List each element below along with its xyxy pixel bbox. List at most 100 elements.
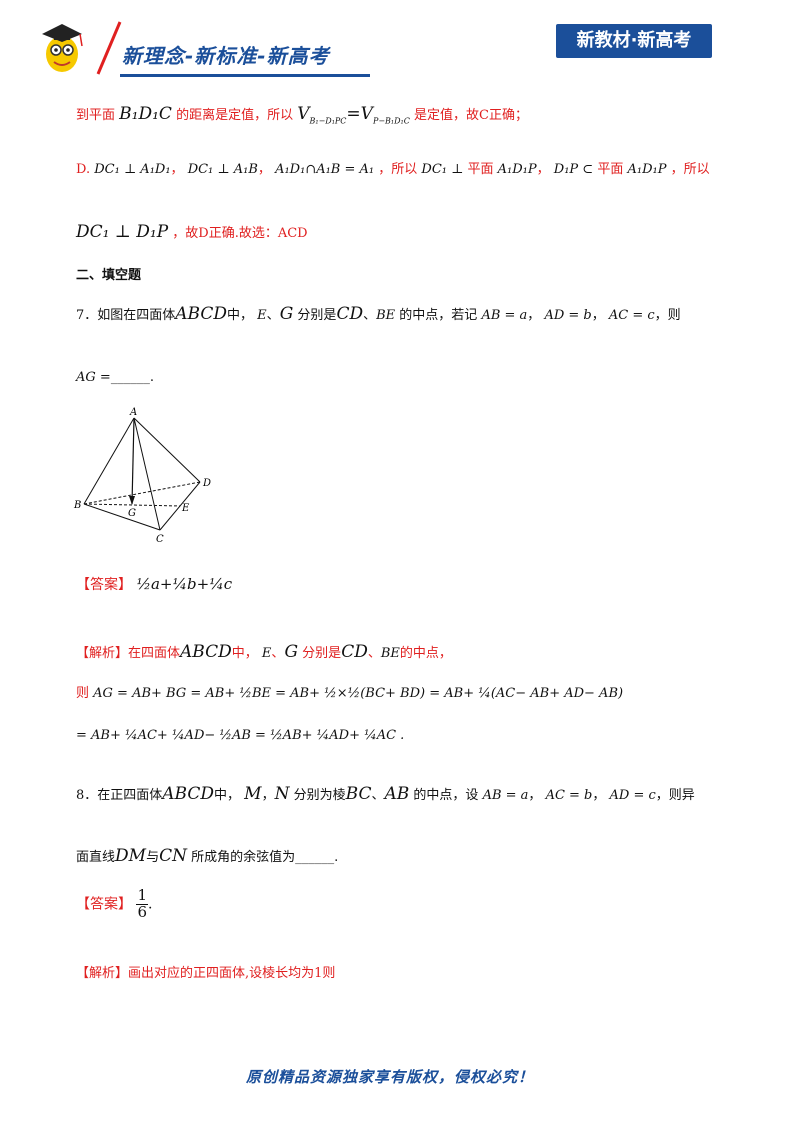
math-dm: DM [115,846,147,866]
math-abcd: ABCD [162,784,215,804]
question-8: 8．在正四面体ABCD中， M，N 分别为棱BC、AB 的中点，设 AB = a… [76,784,695,804]
math-expr: DC₁ ⊥ A₁B [187,162,258,177]
header-left: 新理念-新标准-新高考 [34,18,370,77]
derivation-line: AG = AB+ BG = AB+ ½BE = AB+ ½×½(BC+ BD) … [93,686,624,701]
text-fragment: 中， [227,308,254,323]
text-fragment: 的中点， [399,646,452,661]
text-fragment: ，所以 [670,162,710,177]
header-underline [120,74,370,77]
math-expr: D₁P ⊂ [553,162,594,177]
math-ab: AB [384,784,410,804]
vector-ac: AC = b [545,788,593,803]
analysis-tag: 【解析】 [76,646,129,661]
answer-7: 【答案】 ½a+¼b+¼c [76,574,232,594]
text-fragment: 、 [266,308,280,323]
math-be: BE [380,646,400,661]
math-bc: BC [345,784,372,804]
label-c: C [156,534,164,544]
text-fragment: 分别是 [297,308,337,323]
text-fragment: 画出对应的正四面体,设棱长均为1则 [128,966,336,981]
analysis-8: 【解析】画出对应的正四面体,设棱长均为1则 [76,962,335,981]
math-cd: CD [336,304,364,324]
answer-tag: 【答案】 [76,896,132,913]
vector-ab: AB = a [482,788,529,803]
label-b: B [73,500,81,511]
text-fragment: 平面 [597,162,624,177]
mascot-logo-icon [42,24,83,72]
text-fragment: ，所以 [378,162,418,177]
fraction-numerator: 1 [136,886,148,905]
math-be: BE [376,308,396,323]
math-e: E [261,646,272,661]
answer-8: 【答案】 1 6 . [76,886,153,921]
math-e: E [257,308,267,323]
math-expr: DC₁ ⊥ D₁P [76,222,169,242]
text-fragment: ，故D正确.故选：ACD [172,226,308,241]
text-fragment: 8．在正四面体 [76,788,163,803]
math-plane: B₁D₁C [119,104,172,124]
analysis-tag: 【解析】 [76,966,129,981]
text-fragment: 分别为棱 [293,788,346,803]
header-badge: 新教材·新高考 [556,24,712,58]
derivation-line: = AB+ ¼AC+ ¼AD− ½AB = ½AB+ ¼AD+ ¼AC . [76,728,405,743]
text-fragment: 的中点，设 [413,788,479,803]
text-line-3: DC₁ ⊥ D₁P ，故D正确.故选：ACD [76,222,308,242]
footer-copyright: 原创精品资源独家享有版权，侵权必究！ [246,1068,535,1086]
math-v2: =V [346,104,373,124]
question-7: 7．如图在四面体ABCD中， E、G 分别是CD、BE 的中点，若记 AB = … [76,304,681,324]
math-cn: CN [159,846,187,866]
text-fragment: 、 [371,788,385,803]
vector-ac: AC = c [608,308,655,323]
label-a: A [129,407,137,418]
section-title: 二、填空题 [76,268,142,283]
fraction-denominator: 6 [137,902,147,921]
text-fragment: 的距离是定值，所以 [176,108,294,123]
text-fragment: 中， [214,788,241,803]
math-volume: VB₁−D₁PC=VP−B₁D₁C [297,104,410,126]
option-d: D. [76,162,91,177]
analysis-7-line-2: 则 AG = AB+ BG = AB+ ½BE = AB+ ½×½(BC+ BD… [76,682,623,701]
vector-ad: AD = b [544,308,592,323]
text-fragment: 是定值，故C正确； [414,108,528,123]
text-fragment: 的中点，若记 [399,308,478,323]
math-ag: AG = [76,370,111,385]
text-line-1: 到平面 B₁D₁C 的距离是定值，所以 VB₁−D₁PC=VP−B₁D₁C 是定… [76,104,528,125]
vector-ad: AD = c [609,788,656,803]
math-g: G [284,642,299,662]
math-expr: A₁D₁P [497,162,537,177]
text-fragment: 中， [231,646,258,661]
text-fragment: ，则异 [655,788,695,803]
text-fragment: 、 [363,308,377,323]
math-cd: CD [341,642,368,662]
text-fragment: 到平面 [76,108,116,123]
math-m: M [244,784,262,804]
text-fragment: 与 [146,850,160,865]
question-8-line-2: 面直线DM与CN 所成角的余弦值为______. [76,846,338,866]
text-fragment: ，则 [654,308,681,323]
text-fragment: 、 [271,646,285,661]
text-fragment: ， [261,788,275,803]
text-fragment: 则 [76,686,90,701]
answer-tag: 【答案】 [76,577,132,593]
text-fragment: 、 [367,646,381,661]
math-g: G [279,304,294,324]
text-fragment: 所成角的余弦值为______. [191,850,339,865]
answer-blank: ______. [110,370,154,385]
text-fragment: 7．如图在四面体 [76,308,176,323]
answer-8-fraction: 1 6 [136,886,148,921]
label-d: D [202,478,211,489]
header-slash-icon [96,21,122,75]
label-e: E [181,503,190,514]
label-g: G [128,508,136,519]
math-abcd: ABCD [180,642,232,662]
tetrahedron-figure: A B C D E G [73,407,211,544]
text-line-2: D. DC₁ ⊥ A₁D₁， DC₁ ⊥ A₁B， A₁D₁∩A₁B = A₁ … [76,162,710,177]
header-title: 新理念-新标准-新高考 [122,44,330,68]
vector-ab: AB = a [481,308,528,323]
analysis-7-line-3: = AB+ ¼AC+ ¼AD− ½AB = ½AB+ ¼AD+ ¼AC . [76,728,404,743]
math-expr: A₁D₁∩A₁B = A₁ [275,162,375,177]
math-expr: DC₁ ⊥ A₁D₁ [94,162,171,177]
text-fragment: 平面 [467,162,494,177]
text-fragment: . [148,896,153,913]
analysis-7-line-1: 【解析】在四面体ABCD中， E、G 分别是CD、BE的中点， [76,642,452,662]
